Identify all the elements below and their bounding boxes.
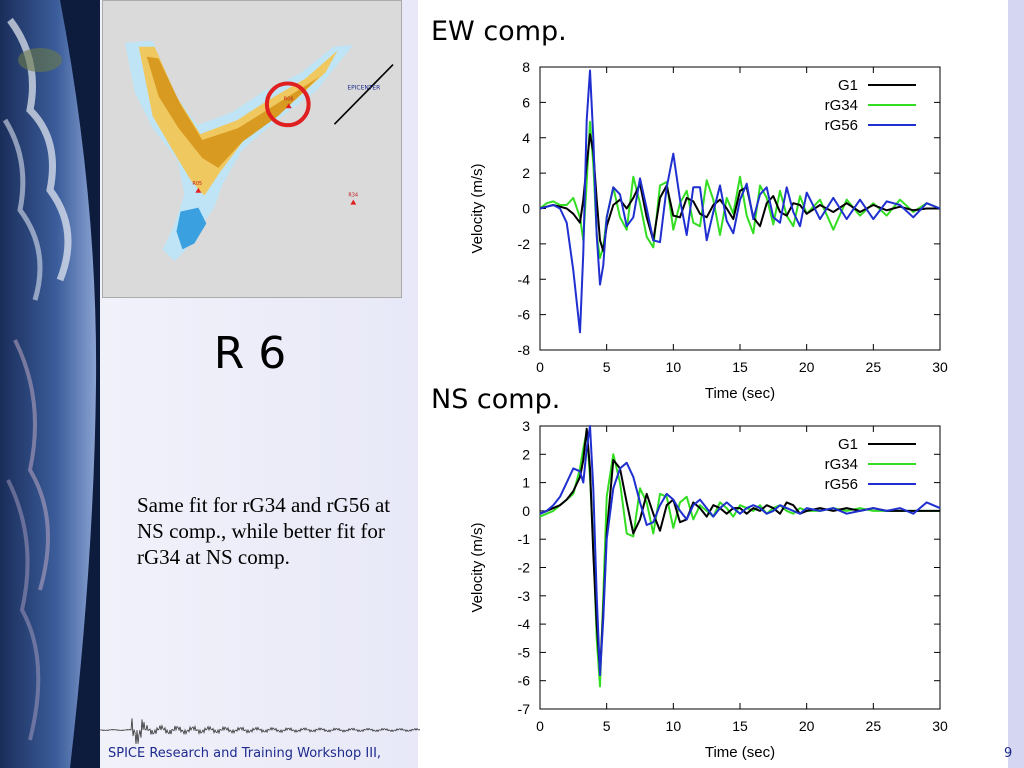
x-tick-label: 30	[932, 359, 948, 375]
seismogram-decoration	[100, 718, 420, 745]
epicenter-label: EPICENTER	[347, 84, 380, 91]
y-tick-label: 6	[522, 94, 530, 110]
y-tick-label: -1	[518, 531, 531, 547]
y-tick-label: -2	[518, 236, 531, 252]
y-tick-label: -6	[518, 673, 531, 689]
series-line-g1	[539, 133, 940, 252]
x-tick-label: 0	[536, 359, 544, 375]
station-label-r34: R34	[348, 193, 358, 199]
chart-panel	[418, 0, 1008, 768]
y-tick-label: -4	[518, 616, 531, 632]
station-marker-r34	[350, 199, 357, 205]
x-tick-label: 20	[799, 359, 815, 375]
y-tick-label: 1	[522, 475, 530, 491]
ew-velocity-chart: -8 -6 -4 -2 0 2 4 6 8 0 5 10 15 20 25 30 Time (sec) Veloc…	[469, 59, 948, 402]
x-tick-label: 15	[732, 718, 748, 734]
y-tick-label: 2	[522, 446, 530, 462]
legend-label: rG56	[825, 117, 858, 134]
footer-text: SPICE Research and Training Workshop III…	[108, 746, 382, 761]
x-axis-label: Time (sec)	[705, 744, 775, 761]
station-label-r05: R05	[192, 181, 202, 187]
y-axis-label: Velocity (m/s)	[469, 163, 486, 253]
y-tick-label: -7	[518, 701, 531, 717]
y-tick-label: -2	[518, 560, 531, 576]
legend-label: G1	[838, 77, 858, 94]
series-line-rg56	[539, 425, 941, 676]
legend-label: rG56	[825, 476, 858, 493]
site-map: EPICENTER R06 R05 R34	[102, 0, 402, 298]
x-tick-label: 0	[536, 718, 544, 734]
x-axis-label: Time (sec)	[705, 385, 775, 402]
highlight-circle	[264, 81, 311, 128]
y-tick-label: 3	[522, 418, 530, 434]
x-tick-label: 5	[603, 359, 611, 375]
station-title: R 6	[213, 328, 287, 379]
x-tick-label: 20	[799, 718, 815, 734]
y-tick-label: -4	[518, 271, 531, 287]
y-tick-label: 2	[522, 165, 530, 181]
y-tick-label: 0	[522, 503, 530, 519]
earth-image	[0, 0, 100, 768]
station-label-r06: R06	[284, 96, 294, 102]
legend-label: rG34	[825, 97, 858, 114]
x-tick-label: 10	[666, 718, 682, 734]
series-line-rg56	[539, 69, 941, 334]
ns-chart-title: NS comp.	[431, 384, 561, 415]
x-tick-label: 15	[732, 359, 748, 375]
y-tick-label: 0	[522, 201, 530, 217]
legend-label: G1	[838, 436, 858, 453]
ew-chart-title: EW comp.	[431, 16, 567, 47]
y-tick-label: 8	[522, 59, 530, 75]
legend-label: rG34	[825, 456, 858, 473]
x-tick-label: 25	[866, 718, 882, 734]
x-tick-label: 25	[866, 359, 882, 375]
y-tick-label: -8	[518, 342, 531, 358]
page-number: 9	[1004, 746, 1013, 761]
x-tick-label: 30	[932, 718, 948, 734]
y-axis-label: Velocity (m/s)	[469, 522, 486, 612]
x-tick-label: 5	[603, 718, 611, 734]
y-tick-label: -3	[518, 588, 531, 604]
y-tick-label: 4	[522, 130, 530, 146]
series-line-rg34	[539, 120, 941, 259]
x-tick-label: 10	[666, 359, 682, 375]
y-tick-label: -5	[518, 644, 531, 660]
y-tick-label: -6	[518, 307, 531, 323]
series-line-g1	[539, 427, 940, 674]
description-text: Same fit for rG34 and rG56 at NS comp., …	[137, 493, 391, 569]
series-line-rg34	[539, 430, 940, 688]
station-marker-r06	[285, 103, 292, 109]
station-marker-r05	[195, 187, 202, 193]
